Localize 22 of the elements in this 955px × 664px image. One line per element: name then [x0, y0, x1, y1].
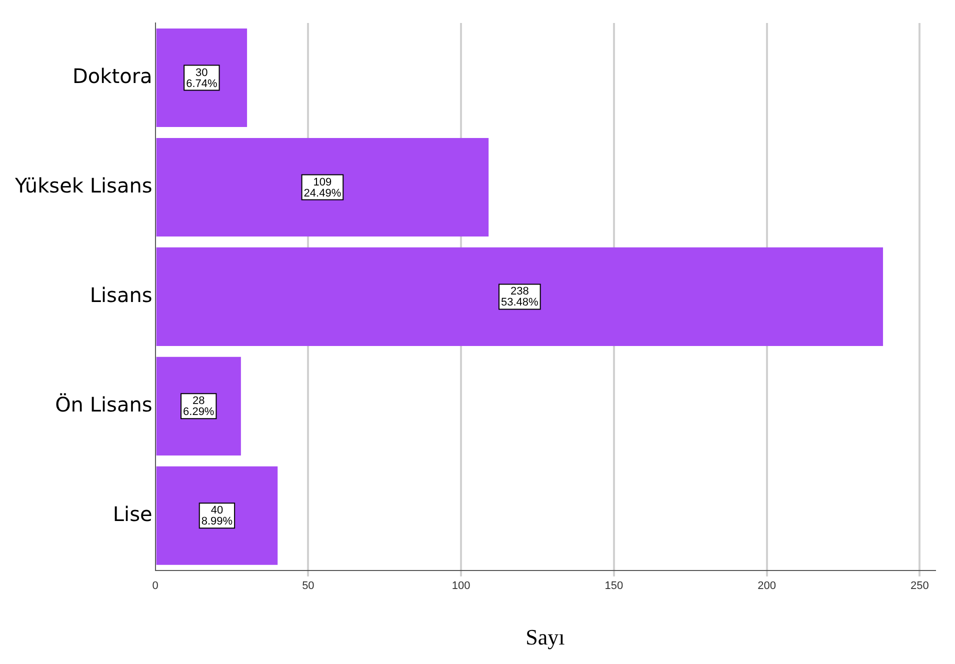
y-tick-label: Lise — [112, 502, 152, 526]
x-tick-label: 150 — [604, 580, 624, 592]
x-tick-label: 250 — [910, 580, 929, 592]
bar — [156, 356, 241, 456]
x-tick-label: 100 — [452, 580, 470, 592]
y-tick-label: Lisans — [90, 282, 152, 307]
data-label: 30 6.74% — [186, 66, 218, 90]
y-tick-label: Yüksek Lisans — [14, 173, 152, 198]
x-tick-label: 200 — [758, 580, 776, 592]
y-tick-label: Ön Lisans — [55, 392, 152, 416]
bar — [156, 466, 278, 565]
y-tick-label: Doktora — [72, 64, 152, 88]
bar — [156, 247, 884, 346]
x-axis-title: Sayı — [526, 624, 565, 650]
data-label: 238 53.48% — [501, 286, 539, 309]
data-label: 28 6.29% — [183, 395, 214, 418]
x-tick-label: 50 — [302, 580, 314, 592]
data-label: 40 8.99% — [201, 504, 233, 528]
bar — [156, 28, 248, 128]
data-label: 109 24.49% — [304, 176, 342, 200]
bar — [156, 138, 489, 236]
x-tick-label: 0 — [152, 580, 158, 592]
